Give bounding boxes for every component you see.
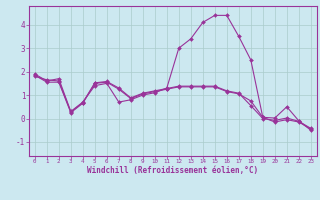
X-axis label: Windchill (Refroidissement éolien,°C): Windchill (Refroidissement éolien,°C): [87, 166, 258, 175]
